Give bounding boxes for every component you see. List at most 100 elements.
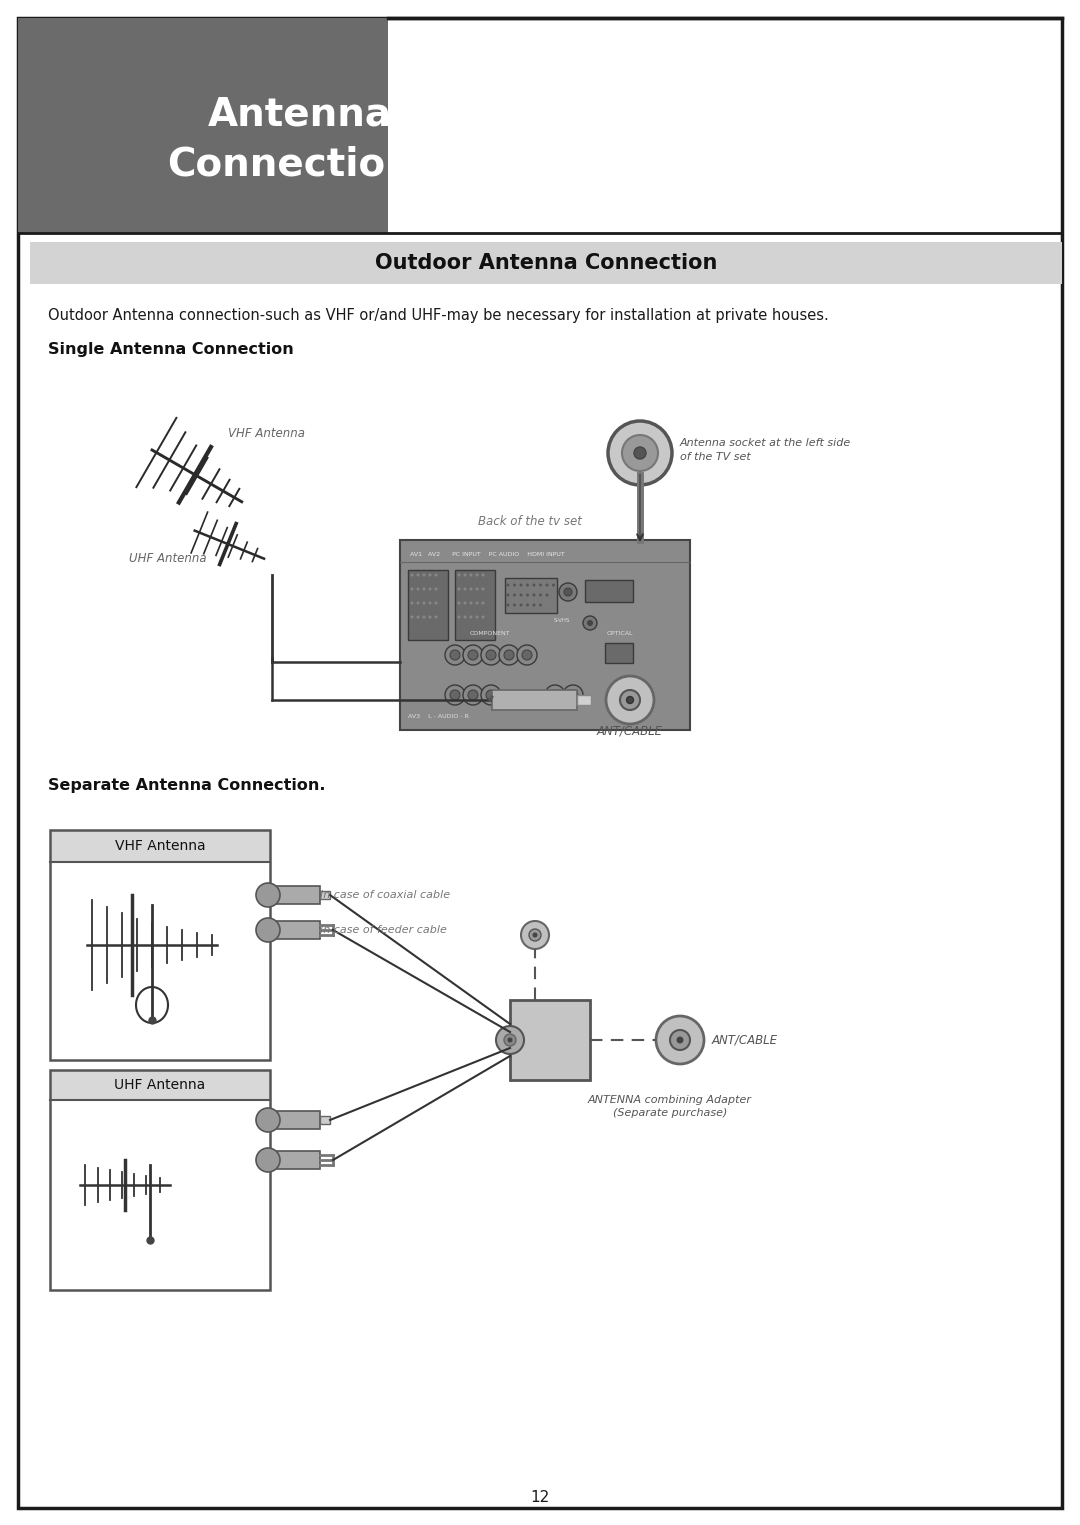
Text: Outdoor Antenna connection-such as VHF or/and UHF-may be necessary for installat: Outdoor Antenna connection-such as VHF o… [48,308,828,323]
Text: UHF Antenna: UHF Antenna [114,1078,205,1092]
Circle shape [463,645,483,665]
Circle shape [458,587,460,590]
Circle shape [507,593,510,596]
Circle shape [445,685,465,705]
Circle shape [545,584,549,587]
Circle shape [588,621,593,625]
Circle shape [429,601,432,604]
Circle shape [410,573,414,576]
Circle shape [532,584,536,587]
Bar [18,18,388,233]
Text: Antenna socket at the left side
of the TV set: Antenna socket at the left side of the T… [680,438,851,462]
Bar [492,689,577,711]
Text: In case of feeder cable: In case of feeder cable [320,926,447,935]
Text: ANTENNA combining Adapter
(Separate purchase): ANTENNA combining Adapter (Separate purc… [588,1095,752,1118]
Text: VHF Antenna: VHF Antenna [114,839,205,852]
Circle shape [521,921,549,949]
Bar [50,1071,270,1290]
Text: VHF Antenna: VHF Antenna [229,427,306,441]
Bar [268,1151,320,1170]
Circle shape [256,1109,280,1132]
Circle shape [670,1029,690,1051]
Circle shape [615,689,625,700]
Circle shape [532,932,538,938]
Circle shape [519,584,523,587]
Circle shape [256,1148,280,1173]
Circle shape [470,616,473,619]
Circle shape [545,685,565,705]
Text: AV1   AV2      PC INPUT    PC AUDIO    HDMI INPUT: AV1 AV2 PC INPUT PC AUDIO HDMI INPUT [410,552,565,557]
Circle shape [526,593,529,596]
Text: 12: 12 [530,1490,550,1505]
Text: Separate Antenna Connection.: Separate Antenna Connection. [48,778,325,793]
Text: UHF Antenna: UHF Antenna [130,552,206,564]
Circle shape [463,685,483,705]
Circle shape [450,689,460,700]
Bar [320,891,330,900]
Circle shape [417,601,419,604]
Circle shape [620,689,640,711]
Text: AV3    L - AUDIO - R: AV3 L - AUDIO - R [408,714,469,718]
Circle shape [475,601,478,604]
Circle shape [504,650,514,660]
Bar [320,1116,330,1124]
Circle shape [550,689,561,700]
Circle shape [522,650,532,660]
Circle shape [564,589,572,596]
Bar [408,570,448,640]
Circle shape [517,645,537,665]
Circle shape [519,604,523,607]
Circle shape [475,587,478,590]
Circle shape [458,616,460,619]
Circle shape [417,616,419,619]
Bar [505,578,557,613]
Circle shape [626,697,634,703]
Circle shape [583,616,597,630]
Bar [268,921,320,939]
Text: S-VHS: S-VHS [554,618,570,624]
Circle shape [256,883,280,907]
Circle shape [422,587,426,590]
Circle shape [463,573,467,576]
Text: Outdoor Antenna Connection: Outdoor Antenna Connection [375,253,717,273]
Circle shape [656,1016,704,1064]
Circle shape [434,587,437,590]
Text: In case of coaxial cable: In case of coaxial cable [320,891,450,900]
Circle shape [463,616,467,619]
Text: Connection: Connection [167,146,413,185]
Circle shape [513,604,516,607]
Circle shape [608,421,672,485]
Circle shape [434,601,437,604]
Circle shape [482,601,485,604]
Circle shape [622,435,658,471]
Bar [30,242,1062,284]
Circle shape [539,584,542,587]
Circle shape [568,689,578,700]
Circle shape [529,929,541,941]
Circle shape [539,604,542,607]
Circle shape [559,583,577,601]
Circle shape [513,593,516,596]
Circle shape [532,604,536,607]
Circle shape [507,604,510,607]
Bar [268,1112,320,1128]
Circle shape [504,1034,516,1046]
Circle shape [470,601,473,604]
Text: Back of the tv set: Back of the tv set [478,515,582,528]
Circle shape [519,593,523,596]
Circle shape [475,616,478,619]
Text: Single Antenna Connection: Single Antenna Connection [48,342,294,357]
Circle shape [532,593,536,596]
Circle shape [417,587,419,590]
Circle shape [434,573,437,576]
Circle shape [458,601,460,604]
Circle shape [422,601,426,604]
Bar [50,830,270,862]
Circle shape [470,587,473,590]
Circle shape [539,593,542,596]
Circle shape [468,689,478,700]
Circle shape [429,573,432,576]
Text: ANT/CABLE: ANT/CABLE [597,724,663,738]
Circle shape [481,645,501,665]
Bar [585,580,633,602]
